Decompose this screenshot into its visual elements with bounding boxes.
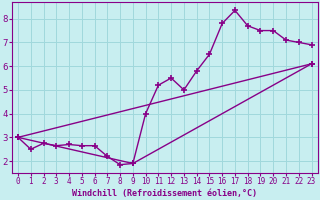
X-axis label: Windchill (Refroidissement éolien,°C): Windchill (Refroidissement éolien,°C) xyxy=(72,189,257,198)
